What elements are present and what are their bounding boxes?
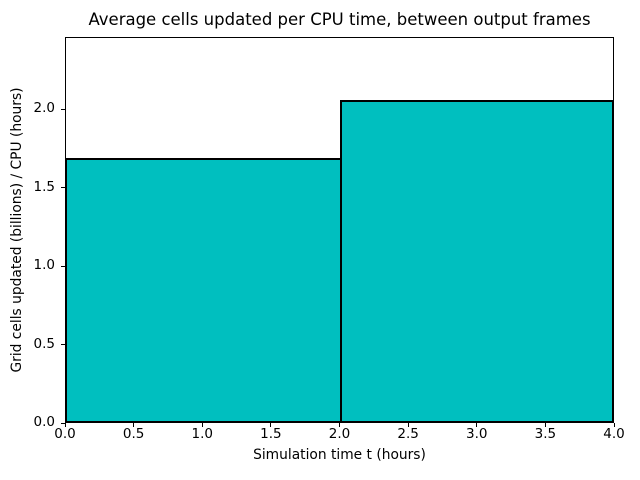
x-tick-mark (270, 423, 272, 427)
chart-title: Average cells updated per CPU time, betw… (88, 10, 591, 29)
x-tick-mark (544, 423, 546, 427)
x-axis-label: Simulation time t (hours) (253, 447, 426, 463)
y-tick-mark (61, 344, 65, 346)
y-axis-label: Grid cells updated (billions) / CPU (hou… (9, 87, 25, 373)
y-tick-mark (61, 108, 65, 110)
x-tick-mark (339, 423, 340, 427)
x-tick-label: 3.0 (466, 426, 488, 442)
histogram-bar-1 (339, 99, 614, 423)
x-tick-mark (64, 423, 66, 427)
y-tick-label: 0.0 (33, 414, 55, 430)
y-tick-label: 2.0 (33, 100, 55, 117)
y-tick-mark (61, 265, 65, 267)
x-tick-mark (133, 423, 135, 427)
y-tick-label: 1.5 (33, 178, 55, 195)
x-tick-label: 2.0 (328, 426, 351, 442)
x-tick-label: 0.0 (54, 426, 76, 442)
x-tick-label: 1.5 (260, 426, 282, 442)
x-tick-label: 4.0 (603, 426, 625, 442)
x-tick-label: 3.5 (534, 426, 557, 442)
x-tick-label: 2.5 (397, 426, 419, 442)
y-tick-mark (61, 187, 65, 189)
x-tick-mark (201, 423, 203, 427)
y-tick-mark (61, 422, 65, 424)
x-tick-label: 1.0 (191, 426, 213, 442)
x-tick-label: 0.5 (122, 426, 145, 442)
histogram-bar-0 (65, 157, 340, 423)
plot-area (65, 37, 614, 423)
x-tick-mark (476, 423, 478, 427)
x-tick-mark (613, 423, 615, 427)
x-tick-mark (407, 423, 409, 427)
y-tick-label: 1.0 (33, 257, 55, 274)
y-tick-label: 0.5 (33, 335, 55, 352)
